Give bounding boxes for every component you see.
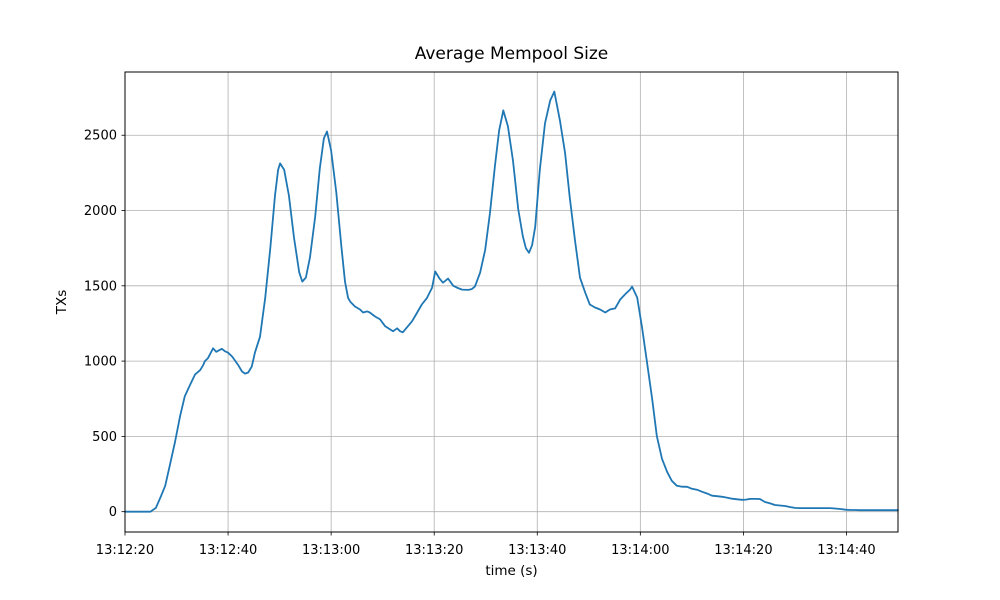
chart-title: Average Mempool Size xyxy=(414,44,609,64)
x-axis-label: time (s) xyxy=(485,563,538,579)
x-tick-label: 13:13:40 xyxy=(508,543,566,558)
x-tick-label: 13:13:00 xyxy=(302,543,360,558)
y-tick-label: 500 xyxy=(92,430,117,445)
data-line xyxy=(124,90,899,513)
x-tick-label: 13:13:20 xyxy=(405,543,463,558)
x-tick-label: 13:14:20 xyxy=(714,543,772,558)
x-tick-label: 13:12:20 xyxy=(96,543,154,558)
x-tick-label: 13:12:40 xyxy=(199,543,257,558)
y-tick-label: 0 xyxy=(109,505,117,520)
y-tick-label: 1500 xyxy=(84,279,117,294)
axes-spines xyxy=(124,71,899,533)
x-tick-label: 13:14:40 xyxy=(817,543,875,558)
x-tick-label: 13:14:00 xyxy=(611,543,669,558)
y-tick-label: 1000 xyxy=(84,355,117,370)
y-tick-label: 2000 xyxy=(84,204,117,219)
y-tick-label: 2500 xyxy=(84,129,117,144)
